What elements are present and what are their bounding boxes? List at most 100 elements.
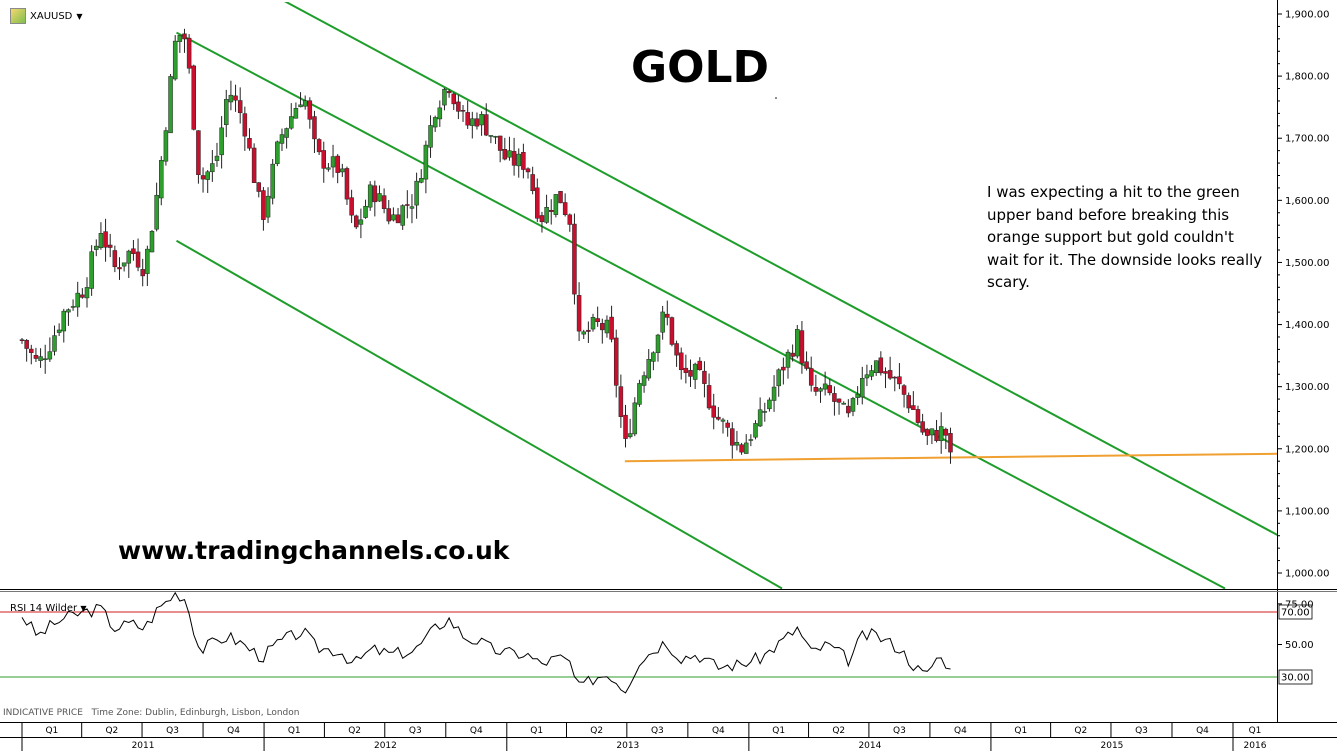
y-tick-label: 1,200.00 xyxy=(1285,444,1330,455)
candle-body xyxy=(89,251,94,289)
quarter-label: Q1 xyxy=(1014,726,1027,736)
candle-body xyxy=(702,370,707,384)
candle-body xyxy=(920,421,925,433)
rsi-level-badge xyxy=(1278,604,1313,620)
rsi-panel: 70.00 30.00 75.00 50.00 xyxy=(0,591,1314,694)
candle-body xyxy=(799,330,805,364)
candle-body xyxy=(186,37,192,69)
candle-body xyxy=(632,402,638,435)
candle-body xyxy=(256,182,262,192)
rsi-indicator-label[interactable]: RSI 14 Wilder ▼ xyxy=(10,603,87,614)
candle-body xyxy=(562,202,568,215)
candle-body xyxy=(901,385,907,395)
footer-note: INDICATIVE PRICE Time Zone: Dublin, Edin… xyxy=(3,708,299,718)
year-label: 2014 xyxy=(858,741,881,751)
quarter-label: Q3 xyxy=(651,726,664,736)
symbol-selector[interactable]: XAUUSD ▼ xyxy=(10,8,83,24)
candle-body xyxy=(911,405,916,410)
candle-body xyxy=(94,245,99,250)
quarter-label: Q2 xyxy=(832,726,845,736)
quarter-label: Q4 xyxy=(470,726,483,736)
candle-body xyxy=(590,316,596,330)
quarter-label: Q2 xyxy=(590,726,603,736)
candle-body xyxy=(131,248,136,254)
candle-body xyxy=(177,35,183,42)
candle-body xyxy=(372,185,378,203)
candle-body xyxy=(47,351,53,360)
candle-body xyxy=(414,180,419,206)
rsi-line xyxy=(21,591,951,694)
quarter-label: Q2 xyxy=(105,726,118,736)
candle-body xyxy=(321,150,327,169)
year-label: 2016 xyxy=(1244,741,1267,751)
candle-body xyxy=(502,149,508,160)
rsi-level-label: 70.00 xyxy=(1281,608,1310,619)
candle-body xyxy=(887,370,893,379)
candle-body xyxy=(409,206,415,209)
candle-body xyxy=(29,348,34,353)
candle-body xyxy=(604,319,610,334)
candle-body xyxy=(558,191,563,204)
candle-body xyxy=(665,313,670,318)
candle-body xyxy=(335,155,340,173)
candle-body xyxy=(507,150,512,158)
quarter-label: Q4 xyxy=(712,726,725,736)
candle-body xyxy=(488,135,494,137)
candle-body xyxy=(915,409,921,423)
candle-body xyxy=(349,197,354,216)
candle-body xyxy=(613,337,619,386)
candle-body xyxy=(140,269,145,277)
candle-body xyxy=(233,95,238,101)
dropdown-caret-icon[interactable]: ▼ xyxy=(80,604,87,613)
candle-body xyxy=(539,215,545,223)
candle-body xyxy=(107,244,113,248)
quarter-label: Q1 xyxy=(772,726,785,736)
candle-body xyxy=(734,442,740,446)
candle-body xyxy=(19,339,25,341)
candle-body xyxy=(706,385,712,409)
dropdown-caret-icon[interactable]: ▼ xyxy=(76,11,83,21)
candle-body xyxy=(776,369,781,387)
candle-body xyxy=(906,395,911,409)
candle-body xyxy=(938,426,944,441)
candle-body xyxy=(330,156,336,168)
candle-body xyxy=(302,100,308,107)
candle-body xyxy=(493,136,498,138)
candle-body xyxy=(516,153,521,167)
quarter-label: Q3 xyxy=(166,726,179,736)
y-tick-label: 1,600.00 xyxy=(1285,196,1330,207)
candle-body xyxy=(697,360,703,371)
candle-body xyxy=(293,108,299,119)
y-tick-label: 1,400.00 xyxy=(1285,320,1330,331)
candle-body xyxy=(159,160,164,199)
candle-body xyxy=(827,385,833,394)
candle-body xyxy=(395,214,401,224)
rsi-tick-label: 50.00 xyxy=(1285,640,1314,651)
candle-body xyxy=(511,151,517,166)
candle-body xyxy=(943,428,949,436)
candle-body xyxy=(75,292,80,308)
candle-body xyxy=(864,374,870,379)
candle-body xyxy=(298,104,303,108)
candle-body xyxy=(678,352,684,370)
candle-body xyxy=(497,135,503,151)
candle-body xyxy=(892,376,898,379)
candle-body xyxy=(191,65,197,130)
candle-body xyxy=(525,168,531,173)
candle-body xyxy=(781,366,786,371)
quarter-label: Q1 xyxy=(530,726,543,736)
candle-body xyxy=(535,187,540,219)
candle-body xyxy=(326,167,331,170)
candle-body xyxy=(692,363,698,380)
candle-body xyxy=(530,174,535,192)
candle-body xyxy=(224,99,229,126)
candle-body xyxy=(168,76,173,134)
quarter-label: Q1 xyxy=(45,726,58,736)
candle-body xyxy=(460,110,466,112)
candle-body xyxy=(265,195,271,218)
candle-body xyxy=(98,233,104,248)
candle-body xyxy=(646,359,651,379)
candle-body xyxy=(242,113,248,137)
candle-body xyxy=(483,114,489,136)
